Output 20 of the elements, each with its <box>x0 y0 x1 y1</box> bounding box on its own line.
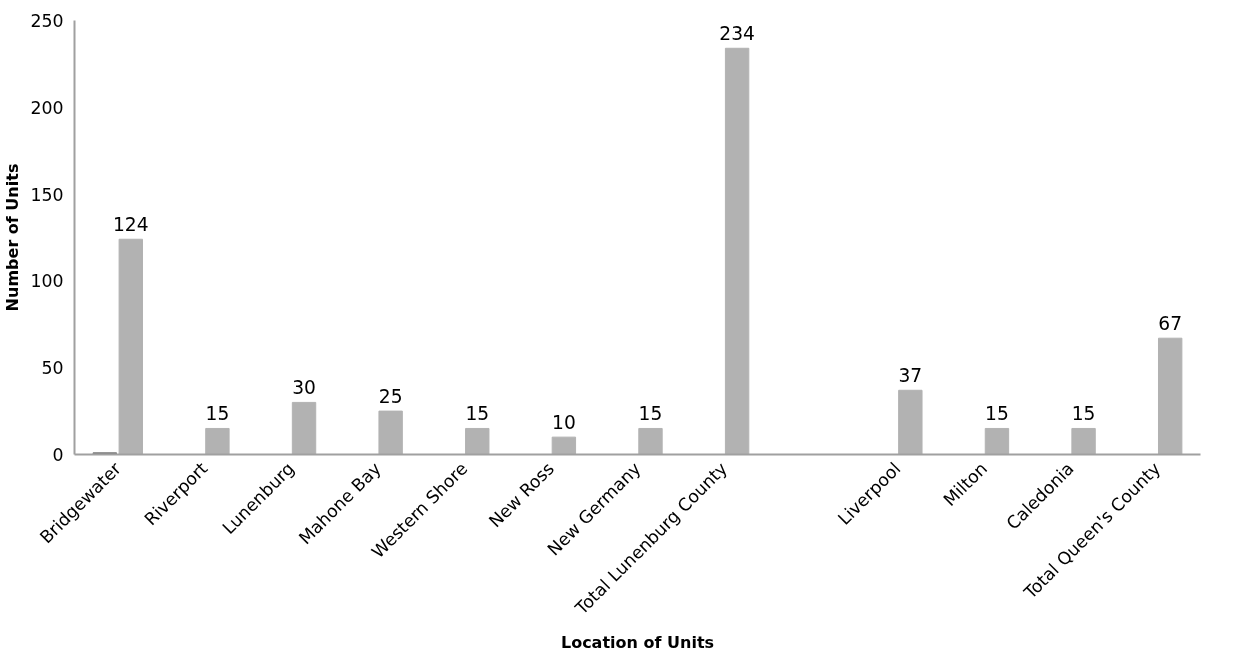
data-label: 25 <box>378 386 403 408</box>
x-axis-title: Location of Units <box>560 633 715 653</box>
y-tick-label: 50 <box>41 358 64 379</box>
data-label: 15 <box>638 403 663 425</box>
data-label: 37 <box>898 365 923 387</box>
y-tick-label: 250 <box>30 11 64 31</box>
data-label: 15 <box>205 403 230 425</box>
data-label: 15 <box>985 403 1009 425</box>
data-label: 234 <box>719 23 755 45</box>
data-label: 15 <box>1071 403 1096 425</box>
y-tick-label: 150 <box>30 184 64 205</box>
data-label: 124 <box>113 214 149 236</box>
data-label: 67 <box>1158 313 1183 335</box>
y-axis-title: Number of Units <box>3 163 23 312</box>
y-tick-label: 200 <box>30 97 64 118</box>
y-tick-label: 0 <box>52 445 64 465</box>
y-tick-label: 100 <box>30 271 64 292</box>
data-label: 30 <box>292 377 316 399</box>
data-label: 10 <box>552 412 576 434</box>
data-label: 15 <box>465 403 490 425</box>
